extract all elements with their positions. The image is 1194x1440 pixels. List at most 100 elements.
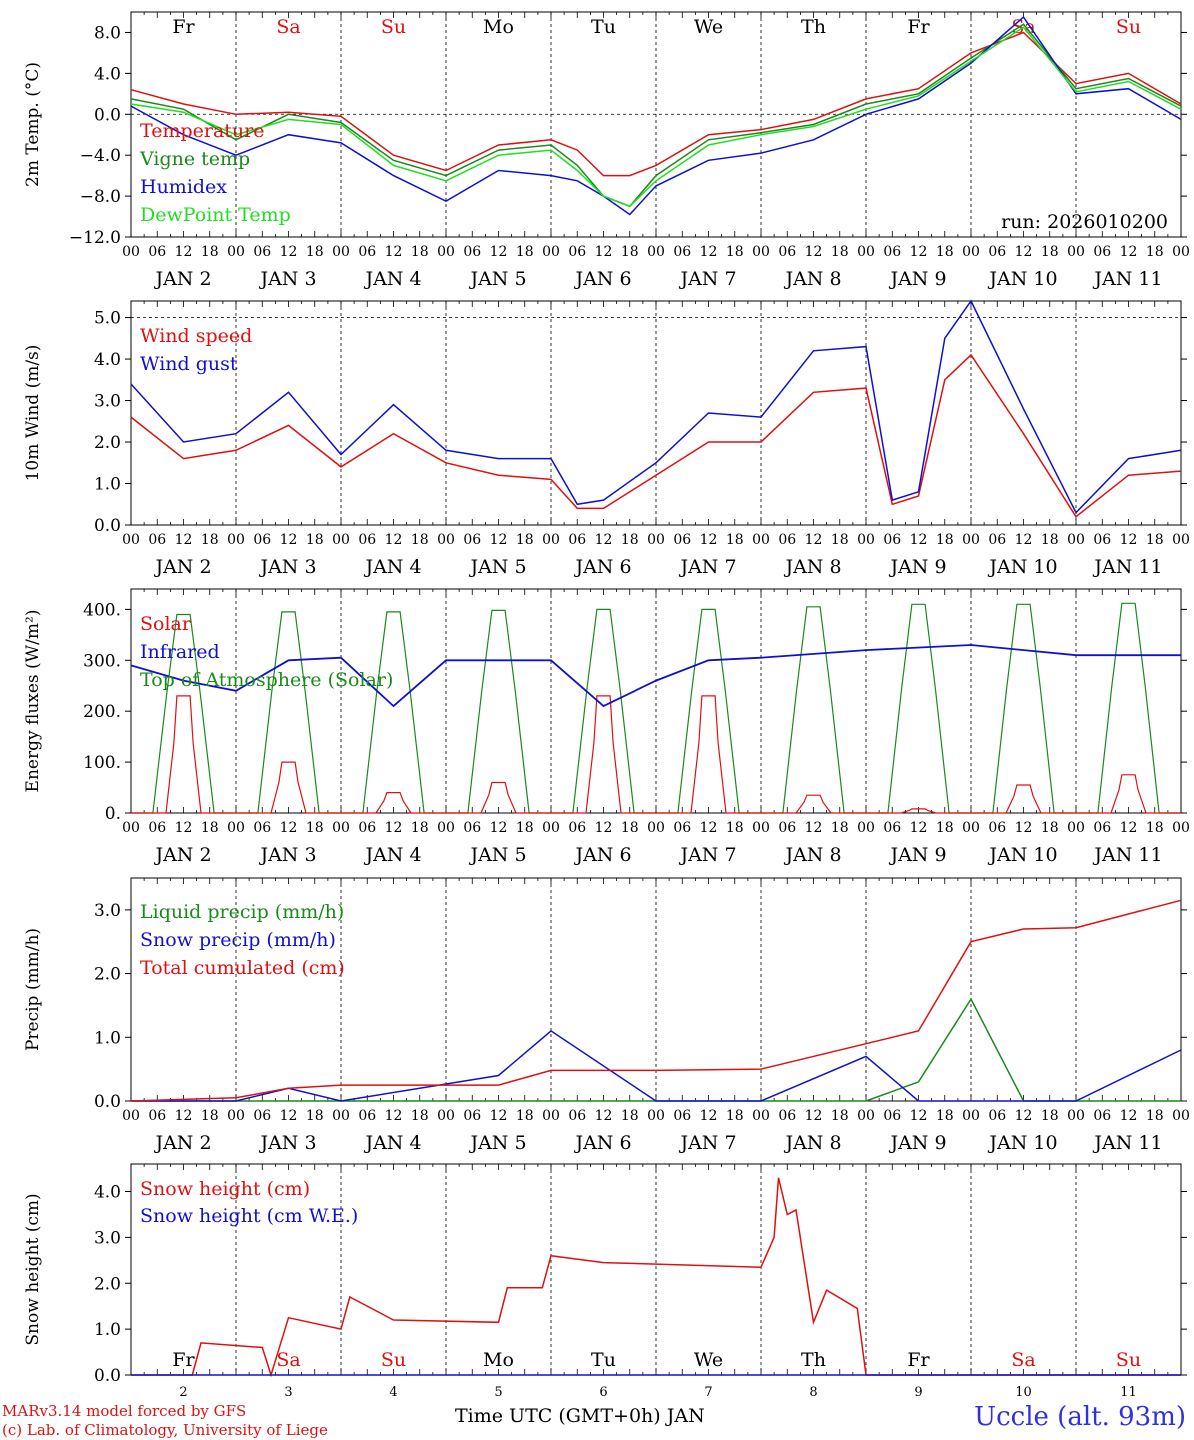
hour-tick-label: 06 xyxy=(988,820,1006,836)
y-tick-label: 0. xyxy=(105,804,121,824)
hour-tick-label: 12 xyxy=(595,244,613,260)
hour-tick-label: 00 xyxy=(1067,820,1085,836)
day-name-label: Su xyxy=(381,16,406,38)
y-tick-label: 3.0 xyxy=(94,901,121,921)
hour-tick-label: 06 xyxy=(463,244,481,260)
run-label: run: 2026010200 xyxy=(1001,211,1168,233)
day-name-label: Mo xyxy=(483,1349,514,1371)
legend-entry: Liquid precip (mm/h) xyxy=(140,901,344,923)
hour-tick-label: 06 xyxy=(988,532,1006,548)
hour-tick-label: 06 xyxy=(253,244,271,260)
hour-tick-label: 18 xyxy=(306,1108,324,1124)
day-name-label: Fr xyxy=(172,16,195,38)
hour-tick-label: 12 xyxy=(175,532,193,548)
hour-tick-label: 12 xyxy=(175,1108,193,1124)
legend-entry: Snow height (cm W.E.) xyxy=(140,1205,358,1227)
hour-tick-label: 00 xyxy=(962,820,980,836)
hour-tick-label: 00 xyxy=(1067,244,1085,260)
hour-tick-label: 00 xyxy=(122,1108,140,1124)
date-label: JAN 6 xyxy=(573,268,631,290)
y-tick-label: 4.0 xyxy=(94,350,121,370)
hour-tick-label: 00 xyxy=(227,1108,245,1124)
legend-entry: Humidex xyxy=(140,176,227,198)
hour-tick-label: 00 xyxy=(1067,532,1085,548)
date-label: JAN 3 xyxy=(258,1132,316,1154)
y-axis-label: Snow height (cm) xyxy=(23,1193,43,1345)
day-number-label: 5 xyxy=(494,1385,502,1400)
hour-tick-label: 06 xyxy=(673,244,691,260)
hour-tick-label: 18 xyxy=(516,820,534,836)
date-label: JAN 10 xyxy=(987,844,1057,866)
hour-tick-label: 18 xyxy=(411,820,429,836)
hour-tick-label: 12 xyxy=(280,532,298,548)
hour-tick-label: 00 xyxy=(437,820,455,836)
hour-tick-label: 12 xyxy=(490,820,508,836)
legend-entry: Infrared xyxy=(140,641,220,663)
y-tick-label: 4.0 xyxy=(94,1183,121,1203)
panel-2: 5.0 4.0 3.0 2.0 1.0 0.0 10m Wind (m/s) 00 06 12 18… xyxy=(23,299,1190,578)
hour-tick-label: 18 xyxy=(621,1108,639,1124)
date-label: JAN 5 xyxy=(468,844,526,866)
hour-tick-label: 12 xyxy=(910,1108,928,1124)
y-tick-label: 0.0 xyxy=(94,105,121,125)
hour-tick-label: 06 xyxy=(673,820,691,836)
date-label: JAN 4 xyxy=(363,556,421,578)
hour-tick-label: 12 xyxy=(805,244,823,260)
hour-tick-label: 00 xyxy=(227,244,245,260)
time-axis-label: Time UTC (GMT+0h) JAN xyxy=(455,1405,705,1427)
y-tick-label: 400. xyxy=(83,600,121,620)
hour-tick-label: 18 xyxy=(831,1108,849,1124)
hour-tick-label: 12 xyxy=(490,532,508,548)
date-label: JAN 5 xyxy=(468,556,526,578)
hour-tick-label: 00 xyxy=(1172,820,1190,836)
hour-tick-label: 06 xyxy=(358,532,376,548)
hour-tick-label: 00 xyxy=(857,1108,875,1124)
hour-tick-label: 18 xyxy=(516,532,534,548)
hour-tick-label: 18 xyxy=(1146,244,1164,260)
hour-tick-label: 18 xyxy=(201,820,219,836)
hour-tick-label: 00 xyxy=(752,532,770,548)
hour-tick-label: 06 xyxy=(148,244,166,260)
day-number-label: 11 xyxy=(1120,1385,1137,1400)
hour-tick-label: 00 xyxy=(332,532,350,548)
y-tick-label: 0.0 xyxy=(94,1092,121,1112)
hour-tick-label: 00 xyxy=(1067,1108,1085,1124)
date-label: JAN 4 xyxy=(363,844,421,866)
hour-tick-label: 00 xyxy=(647,244,665,260)
hour-tick-label: 18 xyxy=(1041,820,1059,836)
hour-tick-label: 00 xyxy=(332,1108,350,1124)
hour-tick-label: 00 xyxy=(122,244,140,260)
hour-tick-label: 00 xyxy=(437,244,455,260)
day-number-label: 9 xyxy=(914,1385,922,1400)
hour-tick-label: 06 xyxy=(778,532,796,548)
hour-tick-label: 18 xyxy=(1146,1108,1164,1124)
hour-tick-label: 06 xyxy=(463,532,481,548)
model-credit: MARv3.14 model forced by GFS xyxy=(2,1402,247,1420)
hour-tick-label: 06 xyxy=(253,532,271,548)
hour-tick-label: 12 xyxy=(700,532,718,548)
hour-tick-label: 00 xyxy=(857,532,875,548)
day-name-label: We xyxy=(694,16,723,38)
hour-tick-label: 18 xyxy=(1041,244,1059,260)
hour-tick-label: 18 xyxy=(1146,532,1164,548)
hour-tick-label: 12 xyxy=(385,1108,403,1124)
date-label: JAN 3 xyxy=(258,556,316,578)
day-name-label: Mo xyxy=(483,16,514,38)
hour-tick-label: 06 xyxy=(883,244,901,260)
hour-tick-label: 00 xyxy=(542,1108,560,1124)
day-number-label: 3 xyxy=(284,1385,292,1400)
hour-tick-label: 18 xyxy=(831,532,849,548)
hour-tick-label: 06 xyxy=(778,820,796,836)
date-label: JAN 7 xyxy=(678,1132,736,1154)
hour-tick-label: 00 xyxy=(437,532,455,548)
y-tick-label: 100. xyxy=(83,753,121,773)
date-label: JAN 7 xyxy=(678,844,736,866)
date-label: JAN 8 xyxy=(783,1132,841,1154)
hour-tick-label: 06 xyxy=(988,1108,1006,1124)
series-line-snow-height-cm- xyxy=(131,1177,1181,1378)
hour-tick-label: 06 xyxy=(673,1108,691,1124)
hour-tick-label: 18 xyxy=(831,820,849,836)
hour-tick-label: 06 xyxy=(1093,820,1111,836)
legend-entry: Snow height (cm) xyxy=(140,1178,310,1200)
